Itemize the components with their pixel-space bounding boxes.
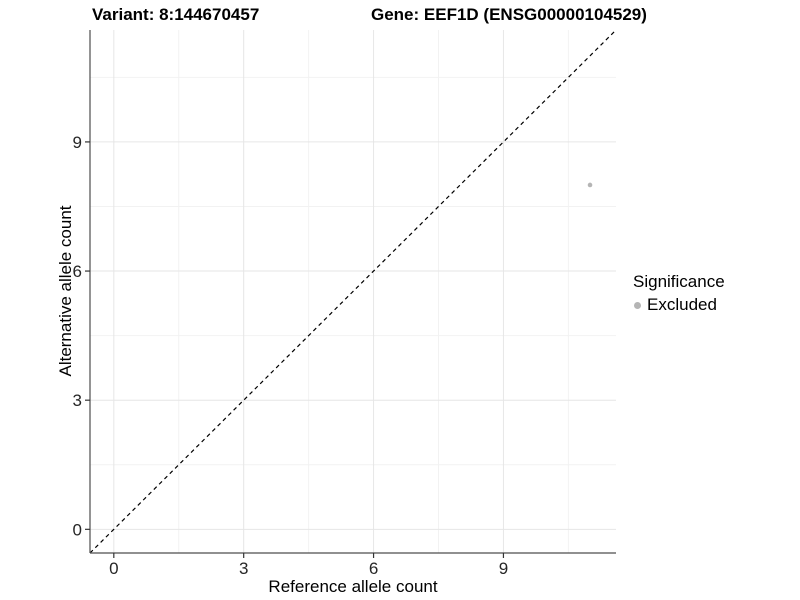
legend-key-dot-icon	[634, 301, 641, 309]
x-tick-label: 6	[369, 559, 378, 578]
identity-dashed-line	[89, 29, 617, 554]
legend-title: Significance	[633, 272, 725, 291]
legend-item-excluded: Excluded	[632, 295, 725, 315]
legend-item-label: Excluded	[647, 295, 717, 314]
y-tick-label: 6	[73, 262, 82, 281]
x-tick-label: 3	[239, 559, 248, 578]
y-tick-label: 0	[73, 520, 82, 539]
x-tick-label: 9	[499, 559, 508, 578]
x-axis-label: Reference allele count	[268, 577, 438, 596]
plot-title-gene: Gene: EEF1D (ENSG00000104529)	[371, 5, 647, 24]
y-tick-label: 3	[73, 391, 82, 410]
plot-title-variant: Variant: 8:144670457	[92, 5, 260, 24]
legend: Significance Excluded	[632, 272, 725, 315]
x-tick-label: 0	[109, 559, 118, 578]
data-point-excluded	[587, 182, 593, 188]
y-tick-label: 9	[73, 133, 82, 152]
y-axis-label: Alternative allele count	[56, 205, 75, 377]
